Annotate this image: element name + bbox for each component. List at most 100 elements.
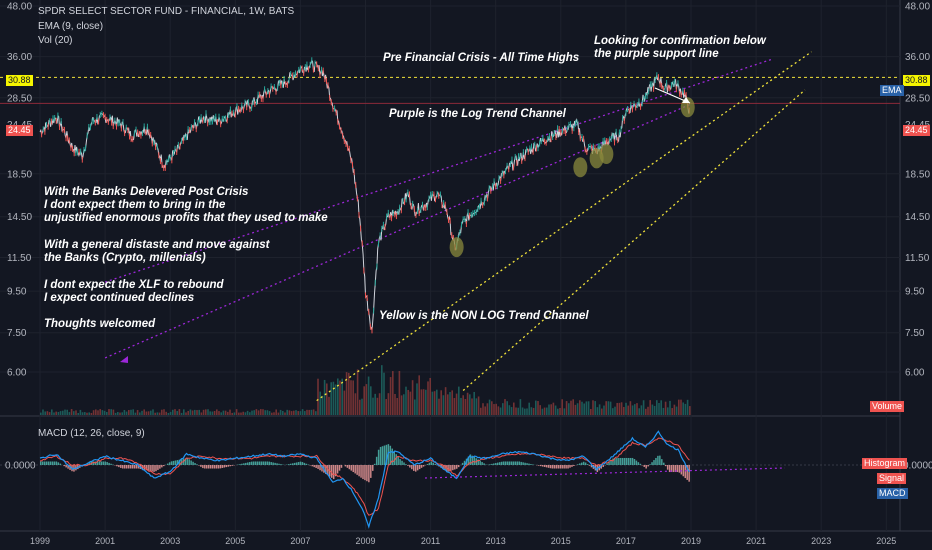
volume-bar	[271, 412, 273, 415]
chart-title[interactable]: SPDR SELECT SECTOR FUND - FINANCIAL, 1W,…	[38, 6, 295, 17]
x-tick-label: 2011	[421, 536, 440, 546]
volume-bar	[645, 408, 647, 415]
volume-bar	[682, 402, 684, 415]
price-badge-right-mid: 24.45	[903, 125, 930, 136]
macd-study-label[interactable]: MACD (12, 26, close, 9)	[38, 428, 145, 439]
macd-histogram-bar	[127, 465, 130, 469]
histogram-badge: Histogram	[862, 458, 908, 469]
macd-histogram-bar	[463, 460, 466, 465]
y-tick-label-right: 11.50	[905, 253, 930, 264]
macd-histogram-bar	[442, 465, 444, 470]
macd-histogram-bar	[260, 461, 263, 465]
volume-bar	[46, 411, 49, 415]
macd-histogram-bar	[416, 465, 419, 471]
volume-bar	[361, 398, 363, 415]
volume-bar	[620, 402, 623, 415]
volume-bar	[400, 395, 403, 415]
y-tick-label-right: 36.00	[905, 52, 930, 63]
volume-bar	[482, 403, 484, 415]
annotation-confirm-line2: the purple support line	[594, 48, 719, 60]
macd-histogram-bar	[131, 465, 134, 469]
volume-bar	[108, 409, 110, 415]
volume-bar	[627, 405, 629, 415]
volume-bar	[656, 400, 658, 415]
volume-bar	[365, 384, 368, 415]
macd-histogram-bar	[588, 465, 591, 466]
macd-histogram-bar	[55, 461, 58, 465]
volume-bar	[233, 412, 236, 415]
macd-histogram-bar	[520, 461, 522, 465]
volume-bar	[455, 393, 458, 415]
y-tick-label-right: 9.50	[905, 287, 925, 298]
volume-bar	[451, 390, 453, 415]
volume-bar	[200, 412, 203, 415]
macd-histogram-bar	[211, 465, 214, 469]
volume-bar	[183, 409, 185, 415]
volume-bar	[242, 411, 244, 415]
volume-study-label[interactable]: Vol (20)	[38, 35, 73, 46]
annotation-left-7: I expect continued declines	[44, 292, 195, 304]
volume-bar	[521, 407, 524, 415]
volume-bar	[378, 393, 381, 415]
volume-bar	[515, 407, 517, 415]
macd-histogram-bar	[680, 465, 683, 475]
macd-histogram-bar	[223, 465, 226, 468]
macd-histogram-bar	[92, 461, 95, 465]
macd-histogram-bar	[655, 457, 657, 465]
volume-bar	[55, 411, 57, 415]
macd-histogram-bar	[444, 465, 446, 471]
volume-bar	[590, 408, 592, 415]
macd-histogram-bar	[41, 461, 44, 465]
macd-histogram-bar	[379, 446, 382, 465]
volume-bar	[161, 409, 163, 415]
price-layer	[39, 57, 690, 334]
volume-bar	[517, 407, 519, 415]
volume-bar	[383, 372, 385, 415]
macd-histogram-bar	[299, 461, 302, 465]
macd-badge: MACD	[877, 488, 908, 499]
macd-histogram-bar	[325, 465, 327, 475]
macd-histogram-bar	[317, 465, 319, 469]
volume-bar	[317, 378, 319, 415]
volume-bar	[576, 403, 579, 415]
macd-histogram-bar	[196, 464, 198, 465]
volume-bar	[207, 409, 209, 415]
volume-bar	[587, 401, 590, 415]
macd-histogram-bar	[553, 465, 556, 469]
macd-histogram-bar	[332, 465, 335, 480]
macd-histogram-bar	[229, 465, 231, 467]
y-tick-label-right: 7.50	[905, 328, 925, 339]
volume-bar	[53, 412, 55, 415]
macd-histogram-bar	[366, 465, 368, 482]
macd-histogram-bar	[43, 461, 46, 465]
volume-bar	[678, 399, 680, 415]
volume-bar	[638, 408, 640, 415]
macd-histogram-bar	[362, 465, 364, 480]
macd-histogram-bar	[346, 465, 349, 468]
y-tick-label-left: 14.50	[7, 212, 32, 223]
macd-histogram-bar	[192, 461, 194, 465]
volume-bar	[623, 406, 625, 415]
macd-histogram-bar	[231, 465, 233, 466]
macd-histogram-bar	[106, 462, 108, 465]
ema-study-label[interactable]: EMA (9, close)	[38, 21, 104, 32]
macd-histogram-bar	[57, 462, 60, 465]
macd-histogram-bar	[186, 457, 188, 465]
volume-bar	[416, 383, 418, 415]
annotation-ath: Pre Financial Crisis - All Time Highs	[383, 52, 580, 64]
macd-histogram-bar	[547, 465, 550, 468]
volume-bar	[306, 409, 308, 415]
macd-histogram-bar	[206, 465, 208, 469]
volume-bar	[403, 394, 405, 415]
y-tick-label-right: 14.50	[905, 212, 930, 223]
volume-bar	[387, 393, 390, 415]
macd-histogram-bar	[122, 465, 124, 469]
macd-histogram-bar	[280, 464, 282, 465]
x-tick-label: 2005	[225, 536, 245, 546]
volume-bar	[163, 409, 165, 415]
macd-histogram-bar	[395, 454, 397, 465]
macd-histogram-bar	[372, 465, 374, 471]
macd-histogram-bar	[135, 465, 138, 469]
volume-bar	[618, 402, 621, 415]
